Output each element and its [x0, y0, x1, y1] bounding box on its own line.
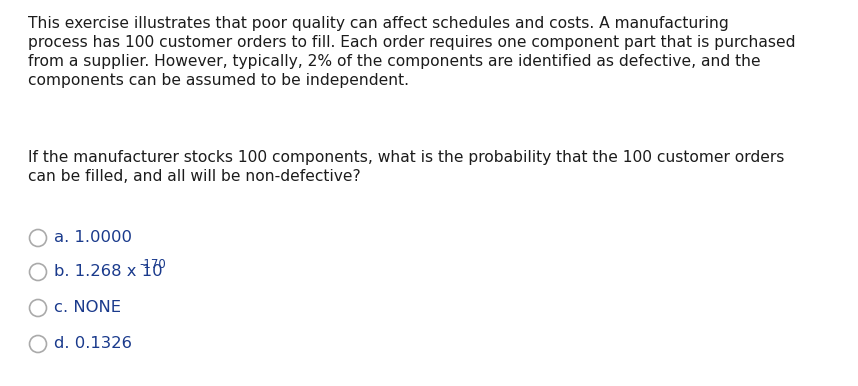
Text: process has 100 customer orders to fill. Each order requires one component part : process has 100 customer orders to fill.… — [28, 35, 795, 50]
Text: can be filled, and all will be non-defective?: can be filled, and all will be non-defec… — [28, 169, 360, 184]
Text: This exercise illustrates that poor quality can affect schedules and costs. A ma: This exercise illustrates that poor qual… — [28, 16, 728, 31]
Text: d. 0.1326: d. 0.1326 — [54, 337, 132, 352]
Text: components can be assumed to be independent.: components can be assumed to be independ… — [28, 73, 409, 88]
Text: c. NONE: c. NONE — [54, 300, 121, 315]
Text: from a supplier. However, typically, 2% of the components are identified as defe: from a supplier. However, typically, 2% … — [28, 54, 761, 69]
Text: -170: -170 — [139, 259, 166, 271]
Text: b. 1.268 x 10: b. 1.268 x 10 — [54, 264, 163, 279]
Text: a. 1.0000: a. 1.0000 — [54, 230, 132, 245]
Text: If the manufacturer stocks 100 components, what is the probability that the 100 : If the manufacturer stocks 100 component… — [28, 150, 784, 165]
